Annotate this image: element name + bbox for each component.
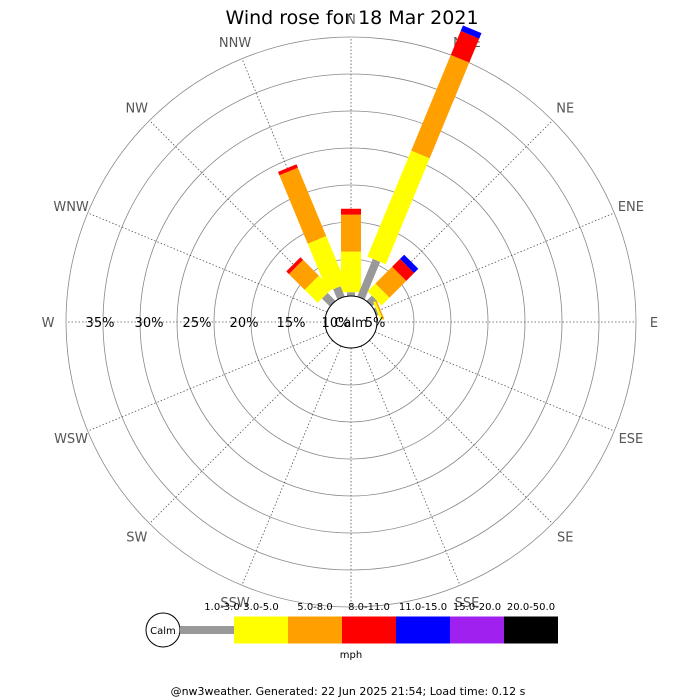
bar-nne-5.0-8.0 xyxy=(411,54,470,159)
wind-bars xyxy=(278,25,482,321)
direction-label-n: N xyxy=(346,13,356,28)
bar-ne-3.0-5.0 xyxy=(367,283,390,306)
ring-label: 10% xyxy=(322,316,351,331)
legend-swatch-3.0-5.0 xyxy=(234,616,288,644)
speed-legend: Calm 1.0-3.0 3.0-5.0 5.0-8.0 8.0-11.0 11.0-15… xyxy=(145,602,558,648)
bar-nnw-1.0-3.0 xyxy=(333,286,345,300)
bar-nne-3.0-5.0 xyxy=(367,150,430,265)
direction-label-sse: SSE xyxy=(455,596,480,611)
bar-nne-1.0-3.0 xyxy=(357,258,381,300)
legend-calm-label: Calm xyxy=(150,626,176,637)
legend-swatch-5.0-8.0 xyxy=(288,616,342,644)
spoke-se xyxy=(369,340,553,524)
ring-labels: 35% 30% 25% 20% 15% 10% 5% xyxy=(86,316,386,331)
spoke-ene xyxy=(374,212,615,313)
bar-nne-11.0-15.0 xyxy=(460,25,482,39)
spoke-sse xyxy=(360,345,461,586)
legend-label: 15.0-20.0 xyxy=(453,602,501,613)
bar-ene-3.0-5.0 xyxy=(373,301,383,321)
bar-nw-8.0-11.0 xyxy=(286,257,304,275)
spoke-sw xyxy=(149,340,333,524)
legend-swatch-8.0-11.0 xyxy=(342,616,396,644)
direction-label-se: SE xyxy=(557,530,573,545)
bar-nw-1.0-3.0 xyxy=(321,292,336,307)
grid-ring xyxy=(213,184,489,460)
legend-label: 5.0-8.0 xyxy=(297,602,332,613)
legend-label: 11.0-15.0 xyxy=(399,602,447,613)
direction-label-e: E xyxy=(650,316,658,331)
legend-swatch-11.0-15.0 xyxy=(396,616,450,644)
bar-nnw-8.0-11.0 xyxy=(278,164,298,176)
bar-nnw-3.0-5.0 xyxy=(307,236,346,292)
direction-label-ssw: SSW xyxy=(220,596,250,611)
grid-ring xyxy=(139,110,563,534)
unit-label: mph xyxy=(340,650,362,661)
direction-label-sw: SW xyxy=(126,530,147,545)
bar-n-3.0-5.0 xyxy=(341,251,361,293)
direction-label-nnw: NNW xyxy=(219,36,251,51)
direction-label-nw: NW xyxy=(125,102,148,117)
direction-label-wnw: WNW xyxy=(53,200,89,215)
bar-nne-8.0-11.0 xyxy=(450,30,480,63)
legend-label: 8.0-11.0 xyxy=(348,602,390,613)
legend-swatch-20.0-50.0 xyxy=(504,616,558,644)
direction-label-ese: ESE xyxy=(619,432,644,447)
bar-ene-1.0-3.0 xyxy=(373,307,379,316)
bar-nnw-5.0-8.0 xyxy=(279,167,327,244)
bar-ne-8.0-11.0 xyxy=(392,258,415,281)
ring-label: 20% xyxy=(230,316,259,331)
bar-n-5.0-8.0 xyxy=(341,214,361,252)
legend-label: 1.0-3.0 xyxy=(204,602,239,613)
bar-nw-5.0-8.0 xyxy=(288,259,319,290)
spoke-ssw xyxy=(241,345,342,586)
footer-text: @nw3weather. Generated: 22 Jun 2025 21:5… xyxy=(171,685,526,698)
legend-swatch-1.0-3.0 xyxy=(180,626,234,634)
bar-n-1.0-3.0 xyxy=(347,292,355,296)
chart-title: Wind rose for 18 Mar 2021 xyxy=(225,7,478,29)
direction-label-w: W xyxy=(42,316,55,331)
spoke-wnw xyxy=(87,212,328,313)
ring-label: 15% xyxy=(277,316,306,331)
spoke-ese xyxy=(374,331,615,432)
grid-ring xyxy=(65,36,637,608)
legend-label: 3.0-5.0 xyxy=(243,602,278,613)
bar-ne-5.0-8.0 xyxy=(375,266,407,298)
bar-ne-11.0-15.0 xyxy=(400,254,419,273)
ring-label: 35% xyxy=(86,316,115,331)
bar-n-8.0-11.0 xyxy=(341,208,361,215)
ring-label: 5% xyxy=(365,316,386,331)
calm-circle xyxy=(324,295,378,349)
legend-swatch-15.0-20.0 xyxy=(450,616,504,644)
ring-label: 30% xyxy=(135,316,164,331)
direction-label-wsw: WSW xyxy=(54,432,88,447)
ring-label: 25% xyxy=(183,316,212,331)
legend-label: 20.0-50.0 xyxy=(507,602,555,613)
direction-label-ne: NE xyxy=(556,102,574,117)
direction-label-ene: ENE xyxy=(618,200,644,215)
spoke-wsw xyxy=(87,331,328,432)
bar-ene-5.0-8.0 xyxy=(375,300,385,320)
calm-label: Calm xyxy=(334,316,367,331)
